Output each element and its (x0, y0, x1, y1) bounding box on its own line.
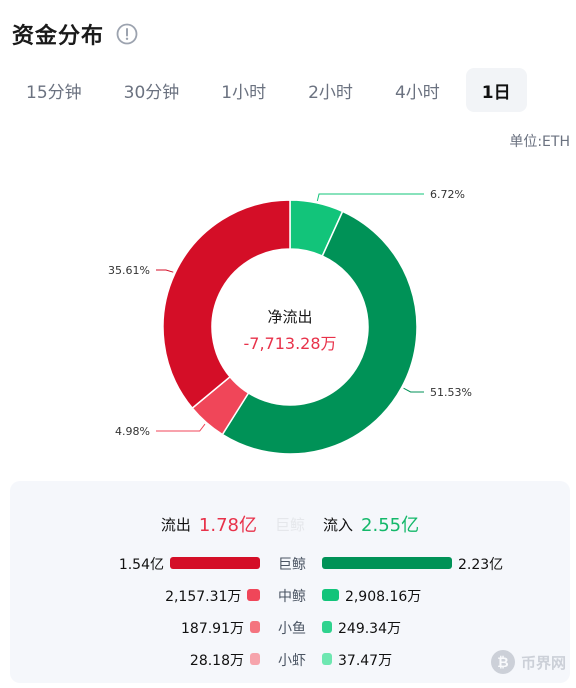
tab-1d[interactable]: 1日 (465, 68, 527, 112)
inflow-label: 流入 (323, 515, 354, 534)
outflow-value: 1.54亿 (118, 557, 164, 573)
outflow-bar (170, 557, 260, 569)
slice-leader-line (156, 269, 174, 273)
category-label: 小鱼 (278, 621, 306, 637)
inflow-bar (322, 621, 332, 633)
header: 资金分布 (12, 18, 138, 50)
outflow-bar (247, 589, 260, 601)
outflow-bar (250, 621, 260, 633)
watermark-text: 币界网 (520, 653, 566, 672)
slice-leader-line (403, 387, 424, 393)
watermark: ₿ 币界网 (489, 648, 566, 676)
outflow-total: 1.78亿 (198, 515, 257, 536)
flow-row: 2,157.31万 中鲸 2,908.16万 (10, 583, 570, 607)
slice-percent-label: 51.53% (430, 386, 472, 399)
net-flow-value: -7,713.28万 (243, 334, 337, 353)
slice-leader-line (316, 193, 424, 202)
category-label: 巨鲸 (278, 557, 306, 573)
tab-1h[interactable]: 1小时 (221, 82, 267, 103)
tab-2h[interactable]: 2小时 (308, 82, 353, 103)
timeframe-tabs: 15分钟 30分钟 1小时 2小时 4小时 1日 (10, 68, 537, 112)
inflow-value: 249.34万 (338, 621, 401, 637)
info-circle-icon[interactable] (116, 23, 138, 45)
flow-row: 28.18万 小虾 37.47万 (10, 647, 570, 671)
donut-chart: 6.72% 51.53% 4.98% 35.61% (108, 188, 472, 455)
flow-breakdown-panel: 流出 1.78亿 巨鲸 流入 2.55亿 1.54亿 巨鲸 2.23亿 2,157.3… (10, 481, 570, 683)
slice-percent-label: 6.72% (430, 188, 465, 201)
tab-15m[interactable]: 15分钟 (26, 82, 82, 103)
inflow-total: 2.55亿 (361, 515, 420, 536)
inflow-bar (322, 653, 332, 665)
slice-percent-label: 4.98% (115, 425, 150, 438)
slice-leader-line (156, 423, 206, 432)
flow-row: 1.54亿 巨鲸 2.23亿 (10, 551, 570, 575)
page-title: 资金分布 (12, 24, 105, 49)
outflow-value: 28.18万 (189, 653, 244, 669)
unit-label: 单位:ETH (509, 134, 570, 150)
flow-row: 187.91万 小鱼 249.34万 (10, 615, 570, 639)
slice-percent-label: 35.61% (108, 264, 150, 277)
inflow-value: 37.47万 (338, 653, 393, 669)
outflow-label: 流出 (160, 515, 191, 534)
inflow-value: 2,908.16万 (344, 589, 422, 605)
donut-slice[interactable] (162, 199, 291, 410)
inflow-bar (322, 557, 452, 569)
inflow-bar (322, 589, 339, 601)
donut-slice[interactable] (221, 210, 418, 455)
svg-text:₿: ₿ (497, 655, 508, 671)
tab-30m[interactable]: 30分钟 (123, 82, 180, 103)
net-flow-label: 净流出 (267, 308, 313, 326)
category-label: 中鲸 (278, 589, 306, 605)
bitcoin-coin-icon: ₿ (490, 650, 515, 674)
tab-4h[interactable]: 4小时 (394, 82, 440, 103)
flow-summary: 流出 1.78亿 巨鲸 流入 2.55亿 (10, 511, 570, 537)
category-label: 小虾 (278, 653, 306, 669)
summary-divider-label: 巨鲸 (274, 515, 305, 534)
outflow-value: 187.91万 (181, 621, 244, 637)
inflow-value: 2.23亿 (458, 557, 504, 573)
outflow-value: 2,157.31万 (165, 589, 242, 605)
outflow-bar (250, 653, 260, 665)
